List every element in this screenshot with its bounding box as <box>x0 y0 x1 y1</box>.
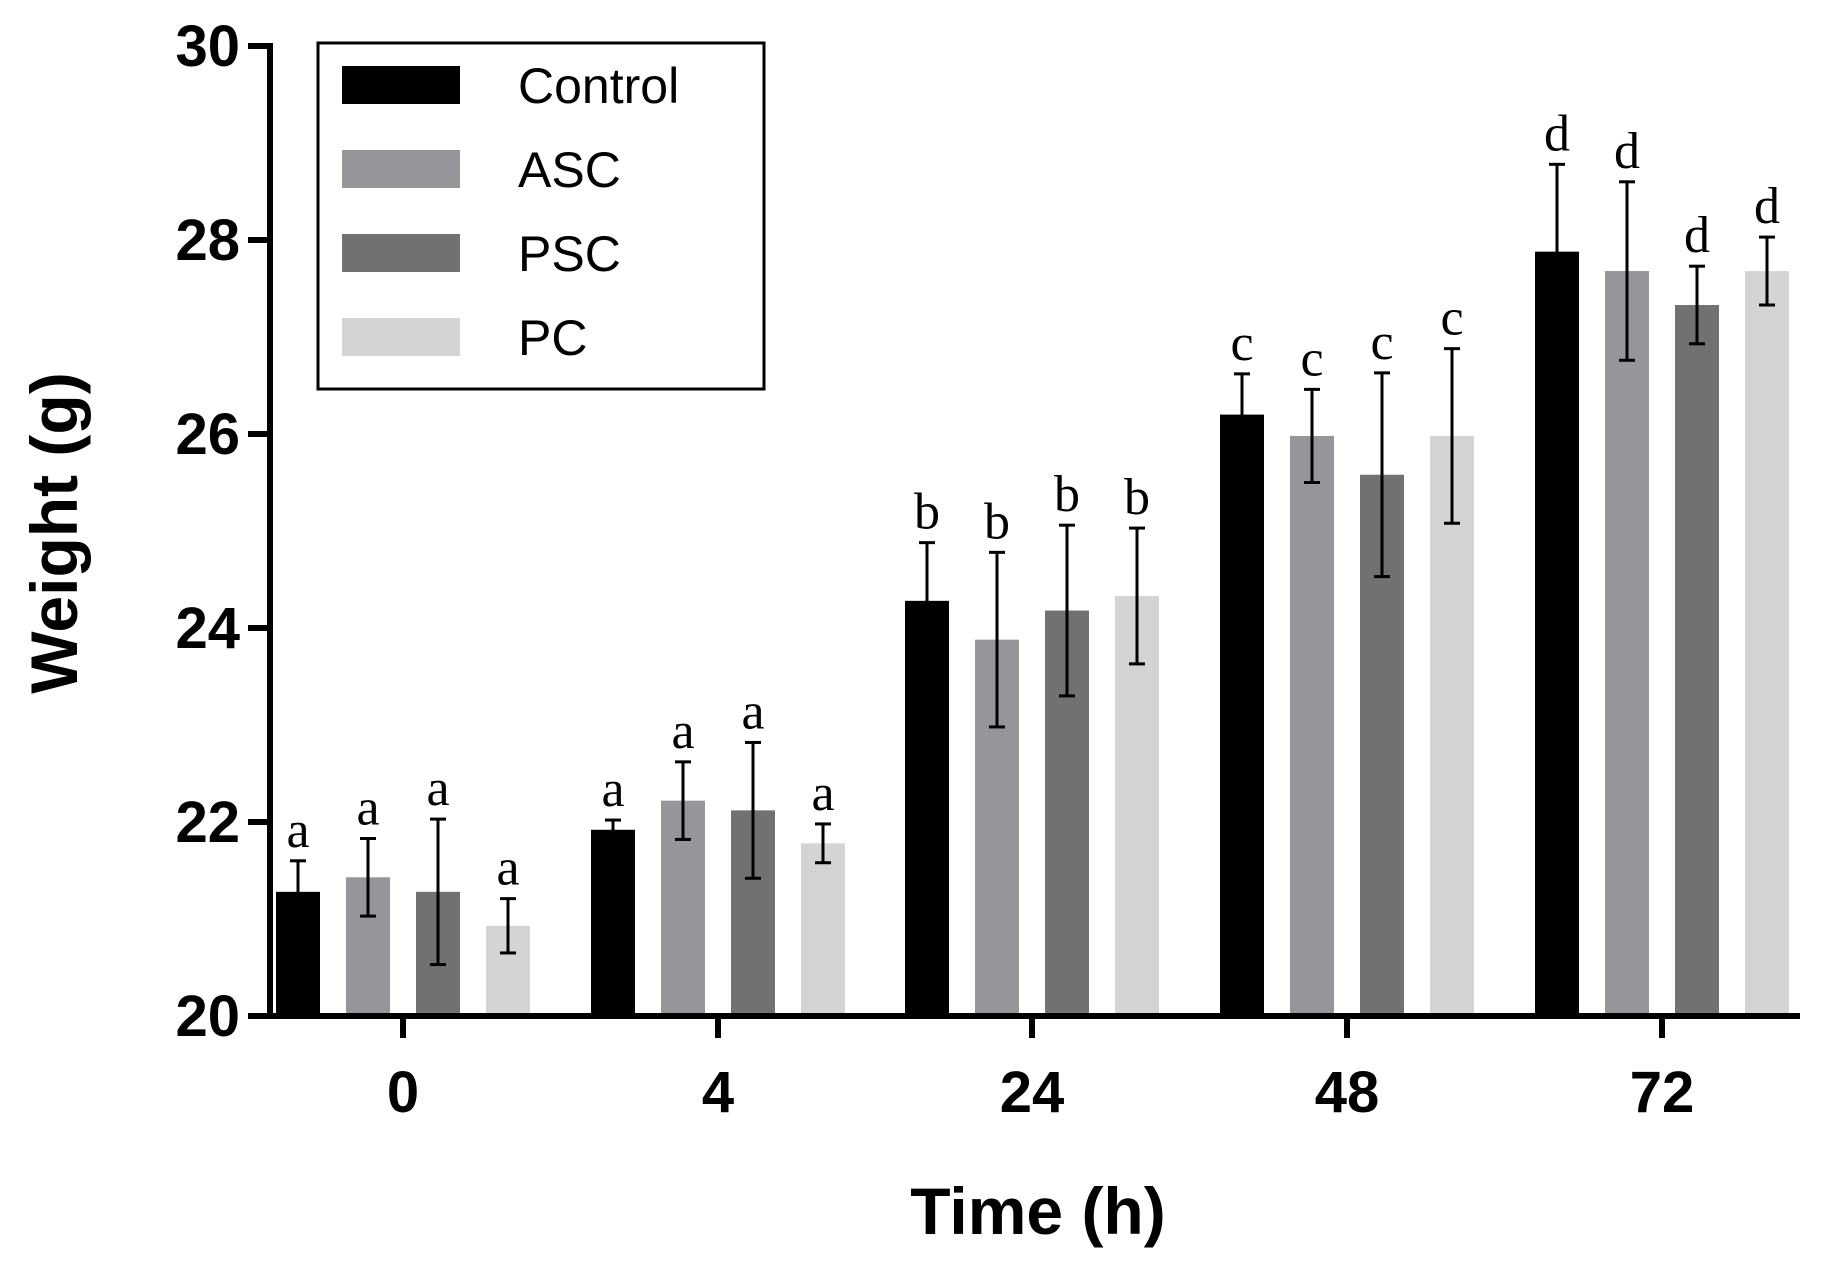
legend-label-asc: ASC <box>518 142 621 198</box>
y-axis-title: Weight (g) <box>17 372 91 693</box>
legend-swatch-control <box>342 66 460 104</box>
significance-letter-psc-4: a <box>741 683 764 740</box>
bar-pc-24 <box>1115 595 1159 1016</box>
significance-letter-asc-0: a <box>356 779 379 836</box>
significance-letter-pc-48: c <box>1440 290 1463 347</box>
legend-swatch-pc <box>342 318 460 356</box>
x-tick-label-4: 4 <box>702 1060 734 1125</box>
y-tick-label-28: 28 <box>175 208 240 273</box>
significance-letter-psc-0: a <box>426 760 449 817</box>
x-tick-label-72: 72 <box>1630 1060 1695 1125</box>
legend-label-psc: PSC <box>518 226 621 282</box>
bar-pc-4 <box>801 843 845 1016</box>
y-tick-label-26: 26 <box>175 402 240 467</box>
significance-letter-psc-48: c <box>1370 314 1393 371</box>
significance-letter-control-0: a <box>286 802 309 859</box>
significance-letter-psc-24: b <box>1054 466 1080 523</box>
y-tick-label-24: 24 <box>175 596 240 661</box>
significance-letter-asc-4: a <box>671 703 694 760</box>
x-tick-label-24: 24 <box>1000 1060 1065 1125</box>
bar-asc-48 <box>1290 435 1334 1016</box>
legend-swatch-psc <box>342 234 460 272</box>
significance-letter-control-4: a <box>601 761 624 818</box>
bar-control-48 <box>1220 414 1264 1017</box>
legend-swatch-asc <box>342 150 460 188</box>
bar-control-72 <box>1535 251 1579 1016</box>
significance-letter-control-72: d <box>1544 105 1570 162</box>
legend-label-pc: PC <box>518 310 587 366</box>
x-axis-title: Time (h) <box>910 1174 1165 1248</box>
legend: Control ASC PSC PC <box>316 41 766 391</box>
y-tick-label-20: 20 <box>175 984 240 1049</box>
x-tick-label-48: 48 <box>1315 1060 1380 1125</box>
y-tick-label-22: 22 <box>175 790 240 855</box>
significance-letter-asc-48: c <box>1300 330 1323 387</box>
axes-layer: 20 22 24 26 28 30 0 4 24 48 72 <box>175 14 1800 1125</box>
significance-letter-pc-72: d <box>1754 178 1780 235</box>
significance-letter-asc-24: b <box>984 493 1010 550</box>
significance-letter-pc-4: a <box>811 765 834 822</box>
bar-control-24 <box>905 600 949 1016</box>
significance-letter-asc-72: d <box>1614 123 1640 180</box>
bar-psc-72 <box>1675 304 1719 1016</box>
bar-control-4 <box>591 829 635 1016</box>
bar-pc-48 <box>1430 435 1474 1016</box>
error-bars-layer <box>290 162 1775 967</box>
significance-letter-psc-72: d <box>1684 207 1710 264</box>
significance-letter-control-48: c <box>1230 315 1253 372</box>
y-tick-label-30: 30 <box>175 14 240 79</box>
significance-letter-pc-24: b <box>1124 469 1150 526</box>
bar-pc-72 <box>1745 271 1789 1016</box>
significance-letter-control-24: b <box>914 484 940 541</box>
significance-letter-pc-0: a <box>496 840 519 897</box>
bar-asc-72 <box>1605 271 1649 1016</box>
x-tick-label-0: 0 <box>387 1060 419 1125</box>
legend-label-control: Control <box>518 58 679 114</box>
bars-layer <box>276 251 1789 1017</box>
